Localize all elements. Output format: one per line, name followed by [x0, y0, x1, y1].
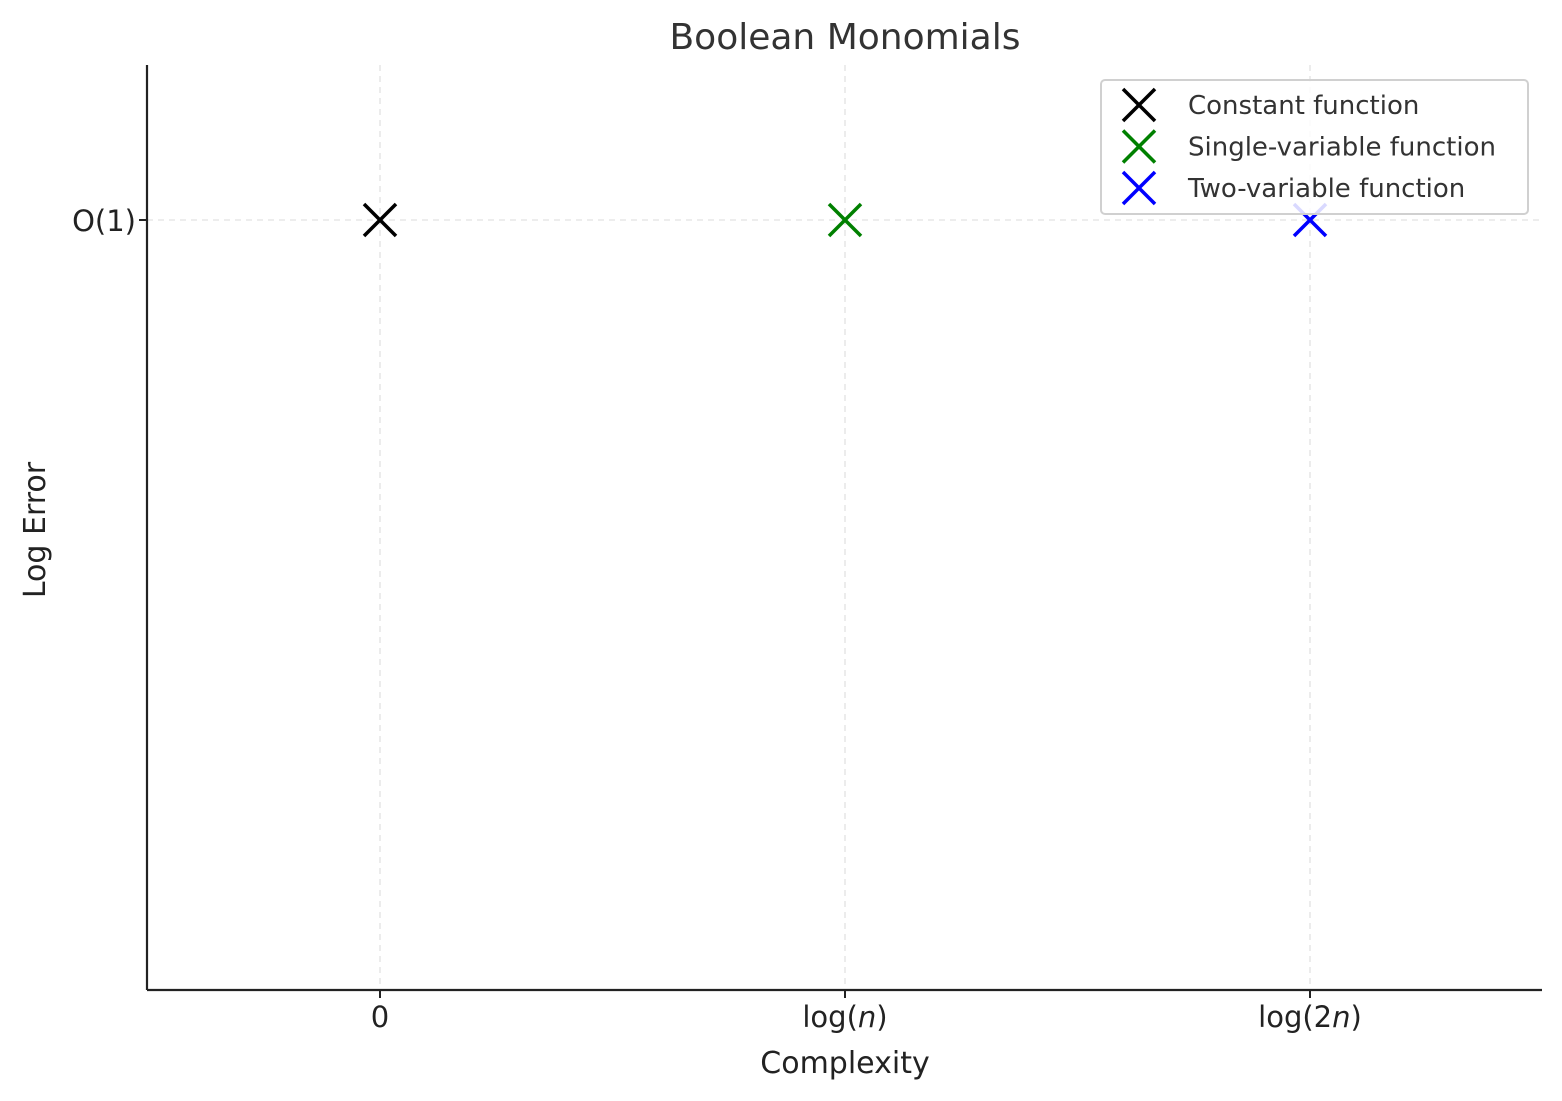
legend-box: [1100, 79, 1529, 215]
legend-marker-3: [1121, 170, 1157, 206]
x-tick-label: log(n): [802, 1000, 887, 1034]
legend-marker-2: [1121, 129, 1157, 164]
legend-label-2: Single-variable function: [1188, 133, 1496, 163]
x-tick-label: 0: [371, 1000, 389, 1034]
y-tick-label: O(1): [72, 204, 136, 238]
legend-marker-1: [1121, 87, 1157, 123]
legend-label-3: Two-variable function: [1187, 174, 1465, 204]
x-axis-label: Complexity: [760, 1046, 929, 1081]
legend: Constant function Single-variable functio…: [1100, 79, 1529, 215]
data-point-1: [362, 202, 398, 238]
data-point-2: [827, 202, 863, 238]
x-tick-label: log(2n): [1258, 1000, 1362, 1034]
y-axis-label: Log Error: [18, 461, 53, 598]
ticks: 0 log(n) log(2n) O(1): [72, 204, 1362, 1034]
chart-title: Boolean Monomials: [669, 17, 1020, 58]
legend-label-1: Constant function: [1188, 91, 1419, 121]
